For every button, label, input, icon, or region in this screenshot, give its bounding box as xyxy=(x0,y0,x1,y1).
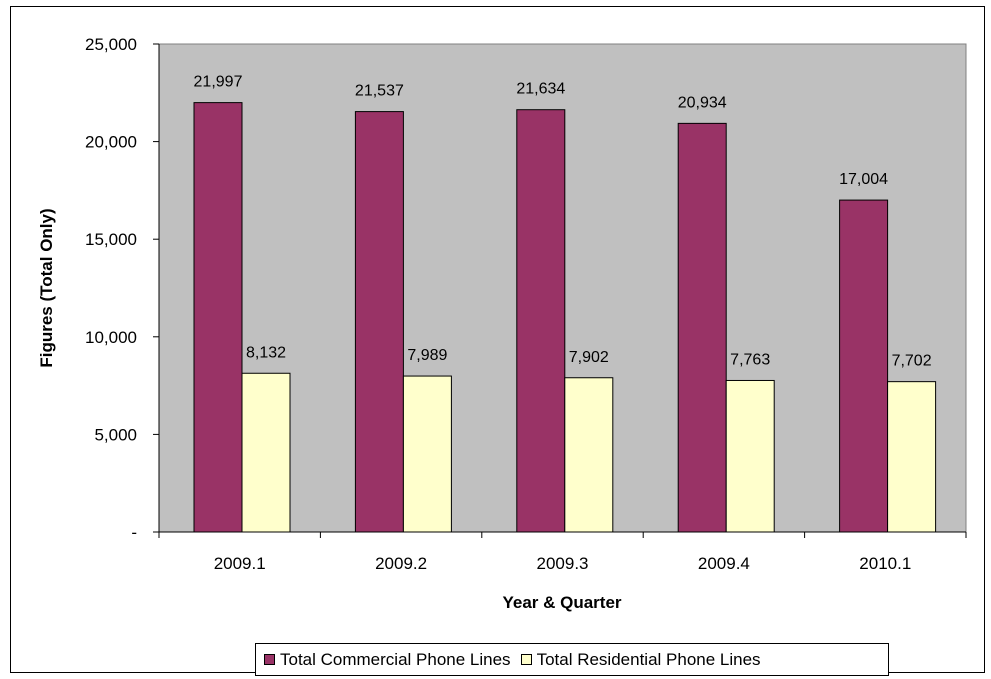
legend-label-residential: Total Residential Phone Lines xyxy=(536,649,761,669)
bar-data-label: 7,902 xyxy=(569,349,609,366)
legend-item-residential: Total Residential Phone Lines xyxy=(520,649,761,670)
x-tick-label: 2009.2 xyxy=(375,554,427,573)
x-tick-label: 2009.1 xyxy=(214,554,266,573)
x-tick-label: 2009.4 xyxy=(698,554,750,573)
bar-commercial xyxy=(839,199,889,533)
bars-group xyxy=(193,102,937,533)
legend-swatch-commercial xyxy=(264,654,275,665)
bar-residential xyxy=(887,381,937,533)
y-tick-label: 10,000 xyxy=(85,328,137,347)
legend-swatch-residential xyxy=(520,654,532,665)
bar-residential xyxy=(241,372,291,533)
bar-commercial xyxy=(677,122,727,533)
x-tick-label: 2009.3 xyxy=(537,554,589,573)
bar-data-label: 17,004 xyxy=(839,171,888,188)
y-axis-title: Figures (Total Only) xyxy=(37,208,56,367)
y-tick-label: 5,000 xyxy=(94,425,137,444)
bar-data-label: 7,702 xyxy=(892,353,932,370)
bar-residential xyxy=(725,379,775,533)
y-axis-ticks: - 5,000 10,000 15,000 20,000 25,000 xyxy=(85,35,159,542)
x-tick-label: 2010.1 xyxy=(859,554,911,573)
bar-commercial xyxy=(193,102,243,533)
bar-data-label: 20,934 xyxy=(678,94,727,111)
bar-data-label: 21,997 xyxy=(194,74,243,91)
y-tick-label: - xyxy=(131,523,137,542)
bar-residential xyxy=(564,377,614,533)
bar-residential xyxy=(402,375,452,533)
bar-data-label: 8,132 xyxy=(246,344,286,361)
chart-legend: Total Commercial Phone Lines Total Resid… xyxy=(255,643,889,676)
x-axis-ticks: 2009.1 2009.2 2009.3 2009.4 2010.1 xyxy=(158,532,967,573)
bar-data-label: 21,634 xyxy=(516,81,565,98)
legend-label-commercial: Total Commercial Phone Lines xyxy=(280,649,511,669)
x-axis-title: Year & Quarter xyxy=(502,593,621,612)
bar-commercial xyxy=(354,111,404,533)
bar-data-label: 21,537 xyxy=(355,83,404,100)
legend-item-commercial: Total Commercial Phone Lines xyxy=(264,650,511,670)
y-tick-label: 20,000 xyxy=(85,133,137,152)
y-tick-label: 15,000 xyxy=(85,230,137,249)
bar-data-label: 7,763 xyxy=(730,351,770,368)
bar-commercial xyxy=(516,109,566,533)
y-tick-label: 25,000 xyxy=(85,35,137,54)
bar-data-label: 7,989 xyxy=(407,347,447,364)
data-labels-group: 21,997 21,537 21,634 20,934 17,004 8,132 7,989… xyxy=(194,74,932,370)
